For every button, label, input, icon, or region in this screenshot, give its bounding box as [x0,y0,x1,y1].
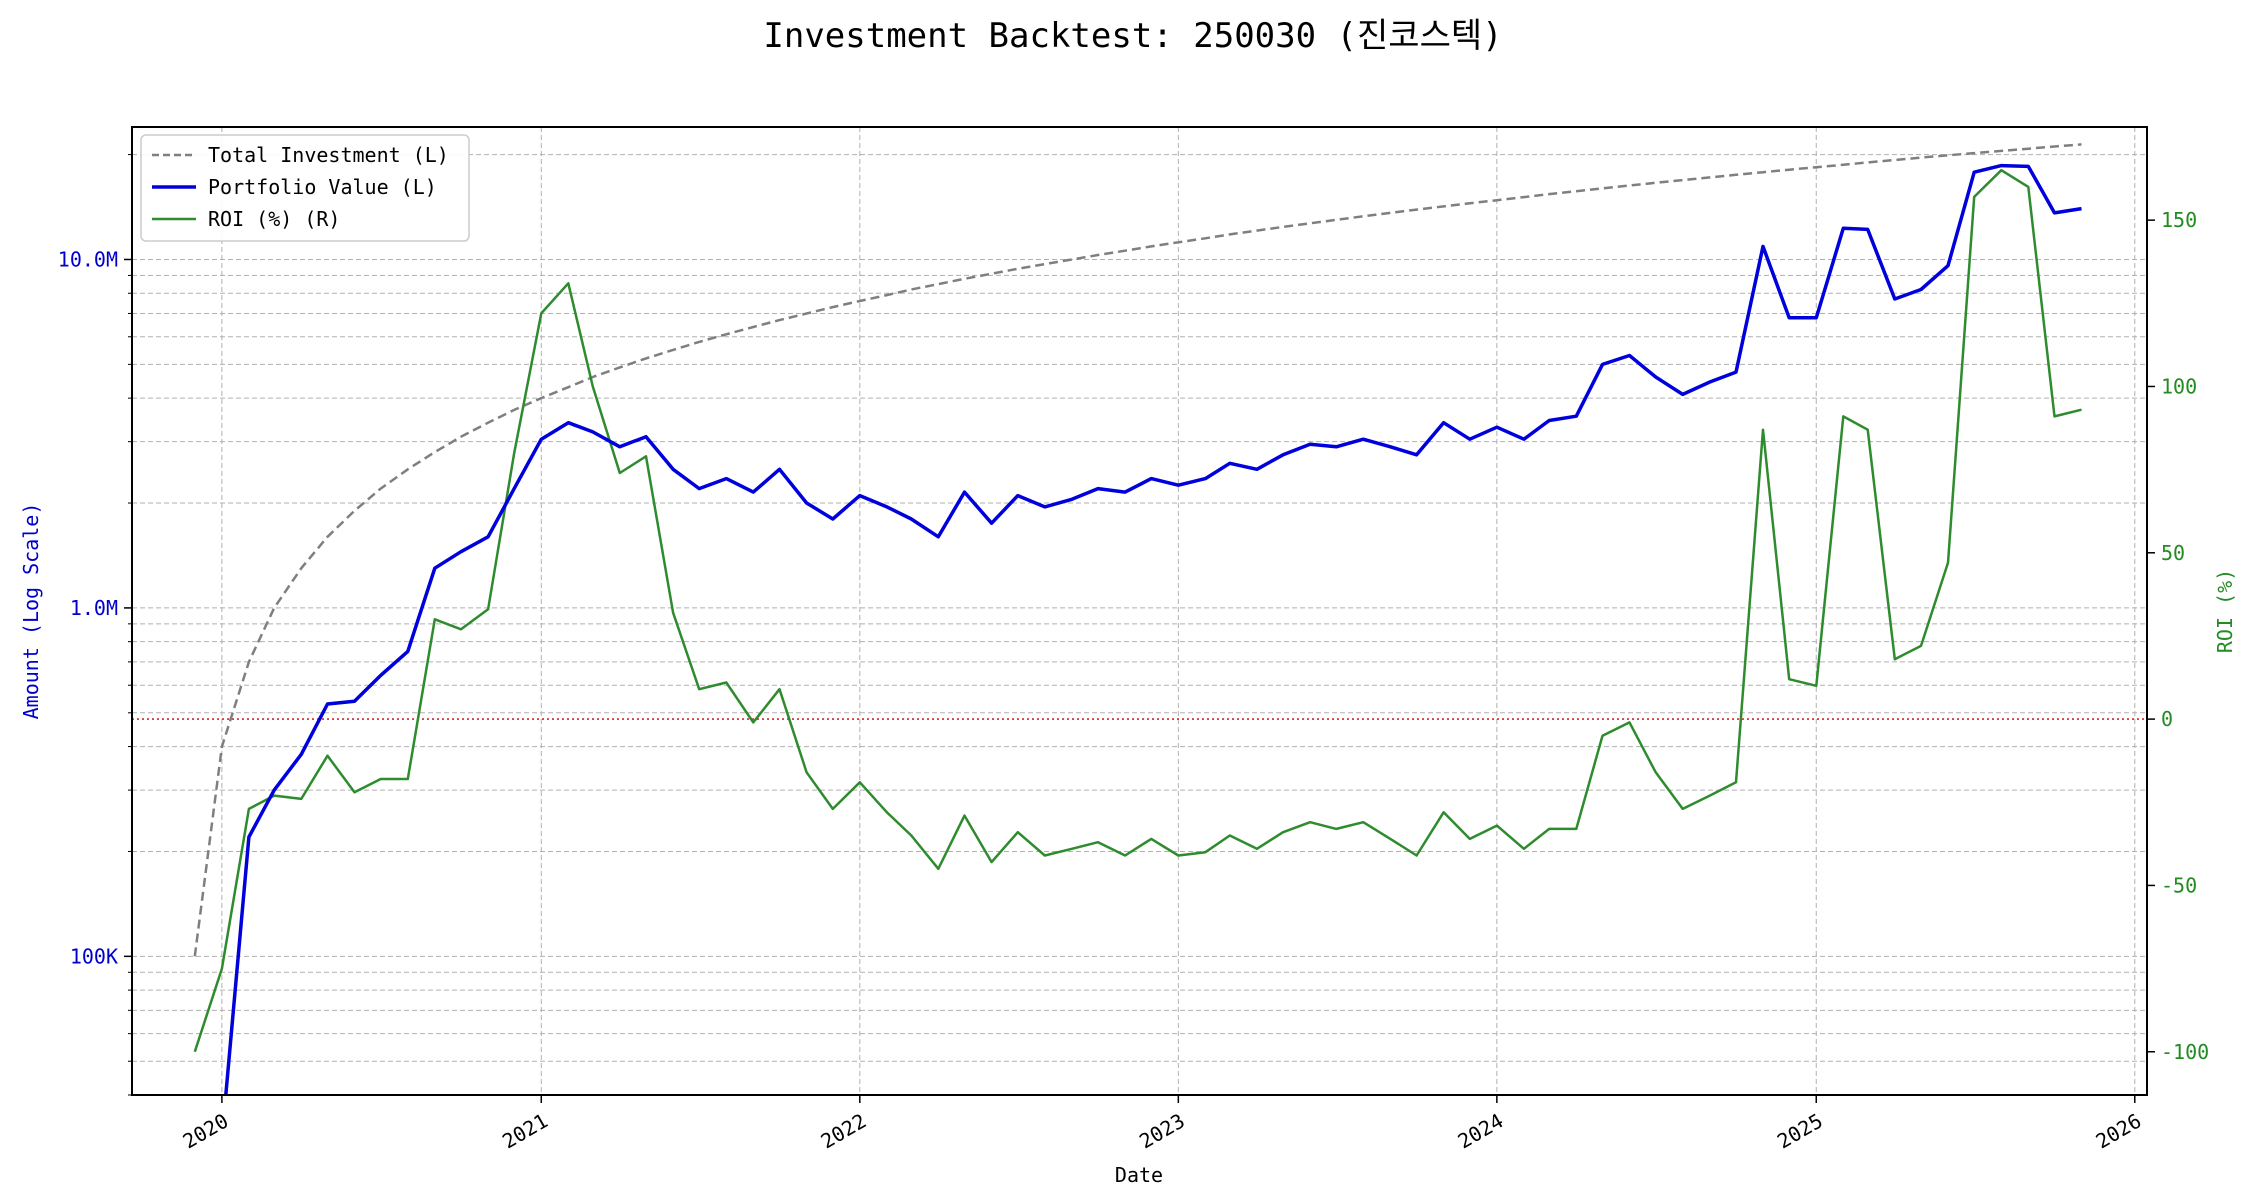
y-left-axis-label: Amount (Log Scale) [19,503,43,720]
chart-title: Investment Backtest: 250030 (진코스텍) [763,16,1502,56]
total-investment-line [193,143,2082,957]
y-right-tick-label: 150 [2161,208,2197,232]
x-tick-label: 2024 [1454,1109,1508,1154]
y-left-tick-label: 1.0M [70,596,118,620]
series-layer [193,143,2082,1095]
x-tick-label: 2021 [498,1109,552,1154]
y-right-tick-label: -50 [2161,873,2197,897]
legend-label: Portfolio Value (L) [208,175,437,199]
legend-label: Total Investment (L) [208,143,449,167]
y-right-axis-label: ROI (%) [2213,569,2237,653]
y-right-tick-label: 0 [2161,707,2173,731]
x-tick-label: 2022 [817,1109,871,1154]
legend: Total Investment (L) Portfolio Value (L) R… [140,134,470,242]
y-left-tick-label: 100K [70,944,118,968]
y-right-tick-label: 50 [2161,541,2185,565]
tick-layer: 2020 2021 2022 2023 2024 2025 2026 100K 1.0M 10.0… [58,154,2209,1154]
roi-line [193,168,2082,1053]
y-right-tick-label: -100 [2161,1040,2209,1064]
y-right-tick-label: 100 [2161,374,2197,398]
x-tick-label: 2026 [2092,1109,2146,1154]
legend-label: ROI (%) (R) [208,207,340,231]
x-axis-label: Date [1115,1163,1163,1187]
x-tick-label: 2023 [1135,1109,1189,1154]
legend-box [140,134,470,242]
plot-frame [131,126,2148,1096]
grid [132,127,2147,1096]
y-left-tick-label: 10.0M [58,247,118,271]
portfolio-value-line [224,163,2082,1095]
x-tick-label: 2020 [179,1109,233,1154]
x-tick-label: 2025 [1773,1109,1827,1154]
